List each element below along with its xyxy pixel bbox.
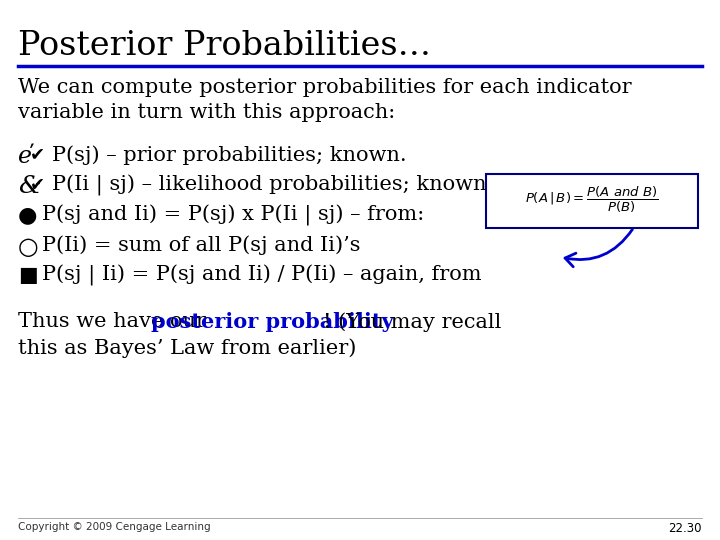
Text: e̕: e̕ (18, 145, 32, 168)
Text: Posterior Probabilities…: Posterior Probabilities… (18, 30, 431, 62)
Text: P(sj) – prior probabilities; known.: P(sj) – prior probabilities; known. (52, 145, 407, 165)
Text: this as Bayes’ Law from earlier): this as Bayes’ Law from earlier) (18, 338, 356, 357)
Text: Thus we have our: Thus we have our (18, 312, 212, 331)
Text: ○: ○ (18, 235, 39, 259)
Text: P(Ii) = sum of all P(sj and Ii)’s: P(Ii) = sum of all P(sj and Ii)’s (42, 235, 361, 255)
FancyBboxPatch shape (486, 174, 698, 228)
Text: 22.30: 22.30 (668, 522, 702, 535)
Text: variable in turn with this approach:: variable in turn with this approach: (18, 103, 395, 122)
Text: We can compute posterior probabilities for each indicator: We can compute posterior probabilities f… (18, 78, 631, 97)
FancyArrowPatch shape (565, 230, 632, 267)
Text: $P(A\,|\,B) = \dfrac{P(A\ \mathit{and}\ B)}{P(B)}$: $P(A\,|\,B) = \dfrac{P(A\ \mathit{and}\ … (525, 185, 659, 215)
Text: ! (You may recall: ! (You may recall (323, 312, 501, 332)
Text: ✔: ✔ (30, 145, 45, 163)
Text: ■: ■ (18, 265, 37, 285)
Text: P(Ii | sj) – likelihood probabilities; known.: P(Ii | sj) – likelihood probabilities; k… (52, 175, 493, 196)
Text: &: & (18, 175, 40, 198)
Text: P(sj | Ii) = P(sj and Ii) / P(Ii) – again, from: P(sj | Ii) = P(sj and Ii) / P(Ii) – agai… (42, 265, 482, 286)
Text: ✔: ✔ (30, 175, 45, 193)
Text: posterior probability: posterior probability (150, 312, 393, 332)
Text: ●: ● (18, 205, 37, 225)
Text: P(sj and Ii) = P(sj) x P(Ii | sj) – from:: P(sj and Ii) = P(sj) x P(Ii | sj) – from… (42, 205, 424, 226)
Text: Copyright © 2009 Cengage Learning: Copyright © 2009 Cengage Learning (18, 522, 211, 532)
